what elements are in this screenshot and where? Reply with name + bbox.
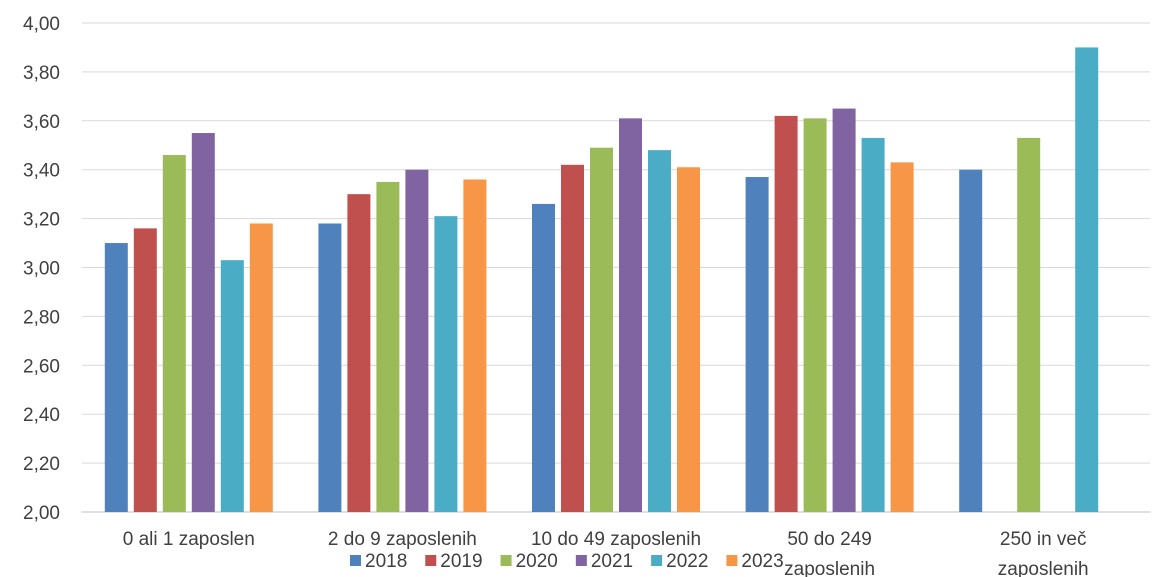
legend-swatch-2022 <box>651 555 663 566</box>
bar-2018-0 <box>104 243 128 513</box>
bar-2018-2 <box>532 203 555 512</box>
bar-2019-3 <box>774 115 798 512</box>
bar-2022-3 <box>861 137 885 513</box>
y-tick-label: 2,40 <box>23 405 60 426</box>
y-tick-label: 3,00 <box>23 259 60 280</box>
bar-2018-1 <box>318 223 342 513</box>
bar-2020-4 <box>1017 137 1041 513</box>
legend-label-2021: 2021 <box>591 551 633 572</box>
legend-label-2022: 2022 <box>666 551 708 572</box>
legend-swatch-2021 <box>575 555 587 566</box>
bars <box>104 47 1099 513</box>
x-category-label: 0 ali 1 zaposlen <box>123 529 255 550</box>
bar-2023-3 <box>890 162 914 513</box>
y-tick-label: 3,80 <box>23 63 60 84</box>
bar-2020-3 <box>803 118 827 512</box>
bar-2018-4 <box>959 169 983 512</box>
bar-2019-2 <box>561 164 584 512</box>
x-category-label: 2 do 9 zaposlenih <box>328 529 477 550</box>
y-tick-label: 3,40 <box>23 161 60 182</box>
y-tick-label: 2,60 <box>23 356 60 377</box>
bar-2022-2 <box>648 150 671 512</box>
y-tick-label: 2,20 <box>23 454 60 475</box>
bar-2021-3 <box>832 108 856 512</box>
legend-swatch-2023 <box>726 555 738 566</box>
bar-2023-0 <box>249 223 273 513</box>
y-axis-labels: 2,00 2,20 2,40 2,60 2,80 3,00 3,20 3,40 3,60 3,80… <box>23 14 60 524</box>
legend: 2018 2019 2020 2021 2022 2023 <box>350 551 784 572</box>
bar-2019-1 <box>347 194 371 512</box>
legend-label-2023: 2023 <box>741 551 783 572</box>
bar-2023-1 <box>463 179 487 513</box>
legend-label-2019: 2019 <box>440 551 482 572</box>
legend-swatch-2020 <box>500 555 512 566</box>
y-tick-label: 3,20 <box>23 210 60 231</box>
y-tick-label: 4,00 <box>23 14 60 35</box>
bar-2019-0 <box>133 228 157 512</box>
x-category-label: 10 do 49 zaposlenih <box>531 529 701 550</box>
x-axis-labels: 0 ali 1 zaposlen 2 do 9 zaposlenih 10 do 4… <box>123 529 1089 577</box>
bar-2022-0 <box>220 260 244 512</box>
legend-label-2018: 2018 <box>365 551 407 572</box>
x-category-label: zaposlenih <box>998 559 1089 577</box>
bar-2021-2 <box>619 118 642 512</box>
y-tick-label: 3,60 <box>23 112 60 133</box>
legend-swatch-2018 <box>350 555 361 566</box>
bar-2022-4 <box>1075 47 1099 512</box>
legend-label-2020: 2020 <box>516 551 558 572</box>
bar-2022-1 <box>434 216 458 512</box>
bar-2021-1 <box>405 169 429 512</box>
bar-2018-3 <box>745 177 769 512</box>
x-category-label: zaposlenih <box>784 559 875 577</box>
bar-2023-2 <box>677 167 700 512</box>
bar-2020-0 <box>162 155 186 512</box>
bar-2020-1 <box>376 181 400 513</box>
y-tick-label: 2,00 <box>23 503 60 524</box>
bar-2021-0 <box>191 133 215 512</box>
legend-swatch-2019 <box>425 555 437 566</box>
x-category-label: 250 in več <box>1000 529 1087 550</box>
y-tick-label: 2,80 <box>23 307 60 328</box>
x-category-label: 50 do 249 <box>787 529 872 550</box>
bar-2020-2 <box>590 147 613 512</box>
